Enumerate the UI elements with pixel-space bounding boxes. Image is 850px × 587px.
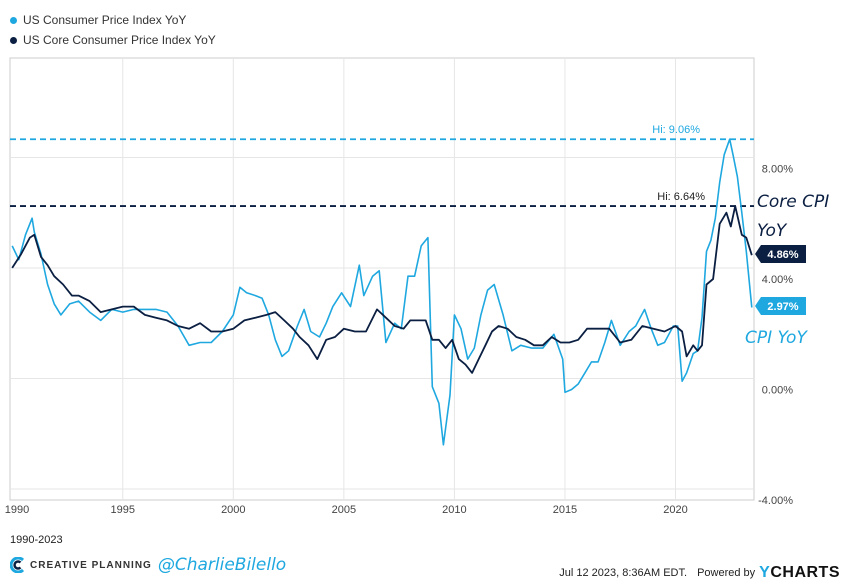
last-value-badge xyxy=(755,297,806,315)
legend-item-core-cpi[interactable]: US Core Consumer Price Index YoY xyxy=(10,30,216,50)
date-range-label: 1990-2023 xyxy=(10,534,63,546)
annotation-text: Core CPI xyxy=(757,192,829,212)
legend-marker-core-cpi xyxy=(10,36,17,44)
last-value-badge xyxy=(755,245,806,263)
reference-lines: Hi: 9.06% Hi: 6.64% xyxy=(10,124,754,207)
ycharts-logo-text: CHARTS xyxy=(770,564,840,581)
legend: US Consumer Price Index YoY US Core Cons… xyxy=(10,10,216,50)
ycharts-logo-y: Y xyxy=(759,564,771,581)
legend-marker-cpi xyxy=(10,16,17,24)
grid xyxy=(10,58,754,500)
y-axis: 8.00% 4.00% 0.00% -4.00% xyxy=(758,164,793,508)
x-tick-label: 1995 xyxy=(111,504,135,516)
footer-branding: CREATIVE PLANNING @CharlieBilello xyxy=(10,555,286,575)
y-tick-label: 0.00% xyxy=(762,385,793,397)
annotation-text: YoY xyxy=(757,221,788,241)
annotation-text: CPI YoY xyxy=(745,328,808,348)
x-tick-label: 2005 xyxy=(332,504,356,516)
powered-by-label: Powered by xyxy=(697,567,756,579)
creative-planning-logo-icon xyxy=(10,557,25,573)
x-tick-label: 2010 xyxy=(442,504,466,516)
brand-name: CREATIVE PLANNING xyxy=(30,559,152,571)
x-tick-label: 1990 xyxy=(5,504,29,516)
annotations: Core CPI YoY CPI YoY xyxy=(745,192,829,348)
timestamp: Jul 12 2023, 8:36AM EDT. xyxy=(559,567,688,579)
ycharts-logo[interactable]: YCHARTS xyxy=(759,564,840,582)
core-cpi-series-line xyxy=(11,205,753,374)
reference-line-label: Hi: 6.64% xyxy=(657,191,705,203)
footer-attribution: Jul 12 2023, 8:36AM EDT. Powered by YCHA… xyxy=(559,564,840,582)
y-tick-label: 4.00% xyxy=(762,274,793,286)
x-tick-label: 2015 xyxy=(553,504,577,516)
last-value-label: 4.86% xyxy=(767,249,798,261)
series-layer xyxy=(11,138,753,446)
x-tick-label: 2020 xyxy=(663,504,687,516)
last-value-badges: 4.86% 2.97% xyxy=(755,245,806,315)
legend-label-cpi: US Consumer Price Index YoY xyxy=(23,13,187,27)
x-tick-label: 2000 xyxy=(221,504,245,516)
last-value-label: 2.97% xyxy=(767,301,798,313)
author-handle[interactable]: @CharlieBilello xyxy=(157,555,287,575)
plot-area xyxy=(9,57,755,501)
legend-label-core-cpi: US Core Consumer Price Index YoY xyxy=(23,33,216,47)
y-tick-label: 8.00% xyxy=(762,164,793,176)
legend-item-cpi[interactable]: US Consumer Price Index YoY xyxy=(10,10,216,30)
x-axis: 1990 1995 2000 2005 2010 2015 2020 xyxy=(5,504,688,516)
y-tick-label: -4.00% xyxy=(758,495,793,507)
reference-line-label: Hi: 9.06% xyxy=(652,124,700,136)
cpi-series-line xyxy=(11,138,753,446)
